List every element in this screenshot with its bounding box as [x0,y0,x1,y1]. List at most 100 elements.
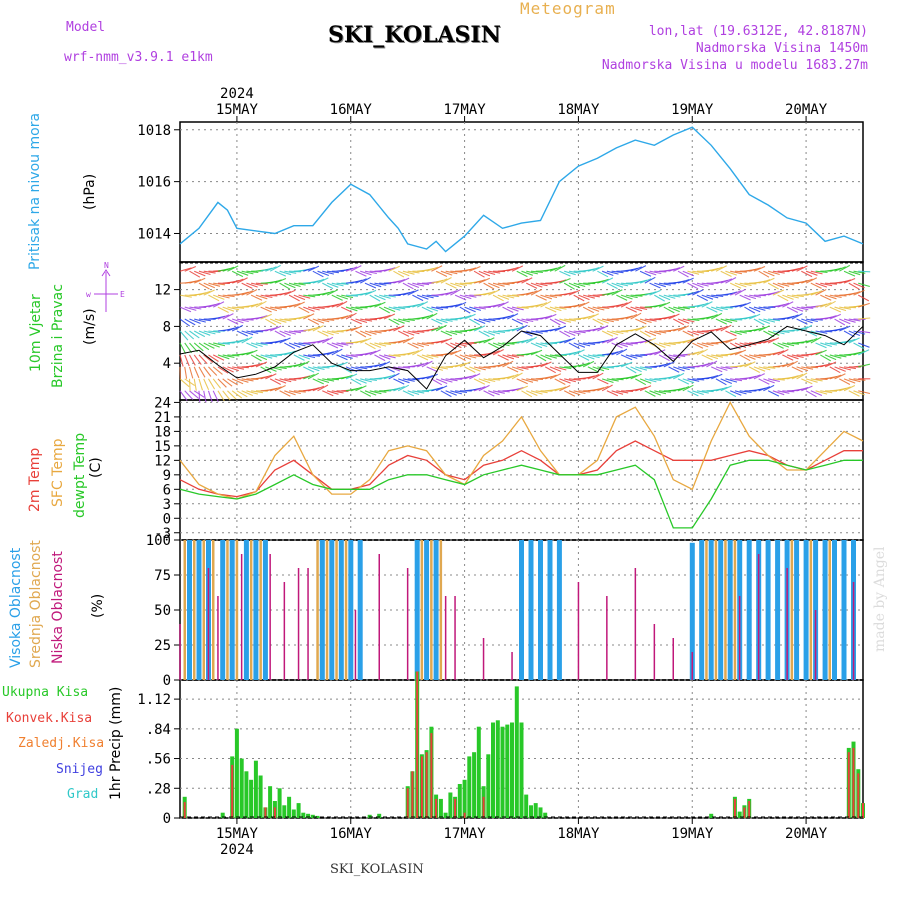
wind-barb [668,374,680,380]
wind-barb [521,270,533,276]
wind-barb [402,290,415,296]
wind-barb [303,294,316,298]
wind-barb [611,342,623,349]
wind-barb [345,373,358,380]
wind-barb [677,306,690,310]
wind-barb [692,342,704,349]
wind-barb [767,337,780,344]
wind-barb [786,294,799,299]
wind-barb [350,386,363,392]
wind-barb [241,318,254,321]
wind-barb [592,318,604,325]
wind-barb [611,289,623,296]
wind-barb [336,300,348,308]
y-tick-label: 1018 [137,123,171,139]
wind-barb [341,306,353,313]
wind-barb [763,318,776,323]
y-tick-label: 0 [163,511,171,527]
wind-barb [782,362,794,368]
page-title: SKI_KOLASIN [328,22,501,48]
wind-barb [203,270,216,274]
wind-barb [829,306,842,313]
wind-barb [260,366,272,374]
model-name: wrf-nmm_v3.9.1 e1km [64,50,213,65]
wind-barb [416,354,429,361]
wind-barb [592,265,604,272]
wind-barb [758,378,770,385]
wind-barb [801,366,814,370]
wind-barb [730,270,743,275]
precip-bar-1 [231,764,234,818]
cloud-bar-2 [454,596,456,680]
wind-barb [820,282,833,287]
wind-barb [274,330,286,338]
wind-barb [715,386,728,392]
precip-bar-1 [463,812,466,818]
wind-barb [312,318,325,324]
wind-barb [355,385,367,392]
wind-barb [739,390,752,394]
wind-barb [568,330,581,335]
wind-barb [711,266,723,272]
wind-barb [696,330,709,333]
cloud-bar-2 [786,568,788,680]
wind-barb [687,318,700,322]
wind-barb [540,361,552,368]
cloud-bar-0 [348,540,354,680]
wind-barb [341,354,353,359]
wind-barb [469,373,481,380]
wind-barb [284,378,297,381]
wind-barb [748,374,761,380]
wind-barb [535,282,548,287]
wind-barb [554,366,567,371]
wind-barb [772,282,785,289]
wind-barb [227,265,239,272]
wind-barb [502,354,515,360]
wind-barb [345,266,358,272]
cloud-bar-2 [307,568,309,680]
wind-barb [374,294,386,301]
y-tick-label: 15 [154,439,171,455]
wind-barb [563,330,576,337]
wind-barb [554,306,567,310]
wind-barb [739,294,751,301]
wind-barb [369,342,382,349]
wind-barb [729,390,742,396]
wind-barb [407,342,419,349]
wind-barb [511,306,524,311]
wind-barb [654,349,666,356]
bottom-year-label: 2024 [220,842,254,858]
wind-barb [450,390,463,395]
wind-barb [858,302,870,308]
wind-barb [540,315,553,320]
wind-barb [848,282,860,290]
wind-barb [663,294,676,299]
wind-barb [606,390,619,397]
footer-station: SKI_KOLASIN [330,862,424,877]
wind-barb [312,385,325,392]
wind-barb [478,338,491,344]
wind-barb [227,326,239,332]
wind-barb [293,294,306,301]
wind-barb [217,390,225,402]
wind-barb [379,342,392,346]
wind-barb [734,303,747,308]
wind-barb [649,350,662,356]
wind-barb [734,282,747,288]
wind-barb [288,342,301,348]
wind-barb [516,366,529,370]
wind-barb [559,270,571,277]
wind-barb [516,378,528,385]
panel-frame-0 [179,121,864,263]
wind-barb [815,282,828,288]
wind-barb [203,354,214,364]
wind-barb [668,294,681,298]
wind-barb [748,313,761,320]
wind-barb [222,266,235,272]
wind-barb [440,378,453,383]
wind-barb [189,270,201,278]
wind-barb [592,326,605,332]
wind-barb [526,318,539,321]
wind-barb [488,330,501,335]
wind-barb [611,270,624,274]
